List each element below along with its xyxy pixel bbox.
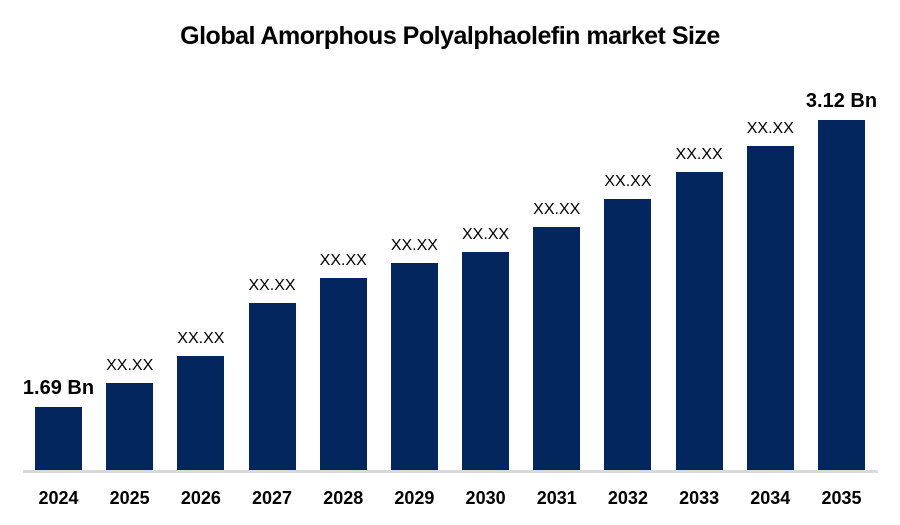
x-axis-label-2030: 2030 [465, 488, 506, 508]
x-axis-label-2031: 2031 [536, 488, 577, 508]
x-axis-label-2028: 2028 [323, 488, 364, 508]
bar-value-label-2032: XX.XX [604, 173, 652, 190]
bar-value-label-2025: XX.XX [106, 357, 154, 374]
x-axis-label-2032: 2032 [607, 488, 648, 508]
x-axis-label-2029: 2029 [394, 488, 435, 508]
bar-2030 [462, 252, 510, 470]
bar-2025 [106, 383, 154, 470]
bar-2026 [177, 356, 225, 470]
bar-value-label-2029: XX.XX [390, 237, 438, 254]
x-axis-label-2025: 2025 [109, 488, 150, 508]
bar-value-label-2026: XX.XX [177, 330, 225, 347]
bar-2035 [817, 120, 865, 470]
chart-title: Global Amorphous Polyalphaolefin market … [180, 22, 720, 50]
x-axis-label-2033: 2033 [679, 488, 720, 508]
bar-2034 [746, 146, 794, 470]
x-axis-label-2024: 2024 [38, 488, 79, 508]
bar-value-label-2024: 1.69 Bn [22, 377, 95, 399]
bar-2033 [675, 172, 723, 470]
bar-2031 [533, 227, 581, 470]
bar-2027 [248, 303, 296, 470]
bar-2032 [604, 199, 652, 470]
x-axis-baseline [23, 470, 878, 473]
bar-2029 [390, 263, 438, 470]
bar-value-label-2028: XX.XX [319, 252, 367, 269]
bar-value-label-2031: XX.XX [533, 201, 581, 218]
x-axis-label-2035: 2035 [821, 488, 862, 508]
x-axis-label-2027: 2027 [252, 488, 293, 508]
bar-2028 [319, 278, 367, 470]
x-axis-label-2034: 2034 [750, 488, 791, 508]
x-axis-label-2026: 2026 [180, 488, 221, 508]
bar-value-label-2033: XX.XX [675, 146, 723, 163]
bar-value-label-2034: XX.XX [746, 120, 794, 137]
bar-2024 [35, 407, 82, 470]
bar-value-label-2030: XX.XX [462, 226, 510, 243]
bar-value-label-2035: 3.12 Bn [805, 90, 878, 112]
bar-value-label-2027: XX.XX [248, 277, 296, 294]
